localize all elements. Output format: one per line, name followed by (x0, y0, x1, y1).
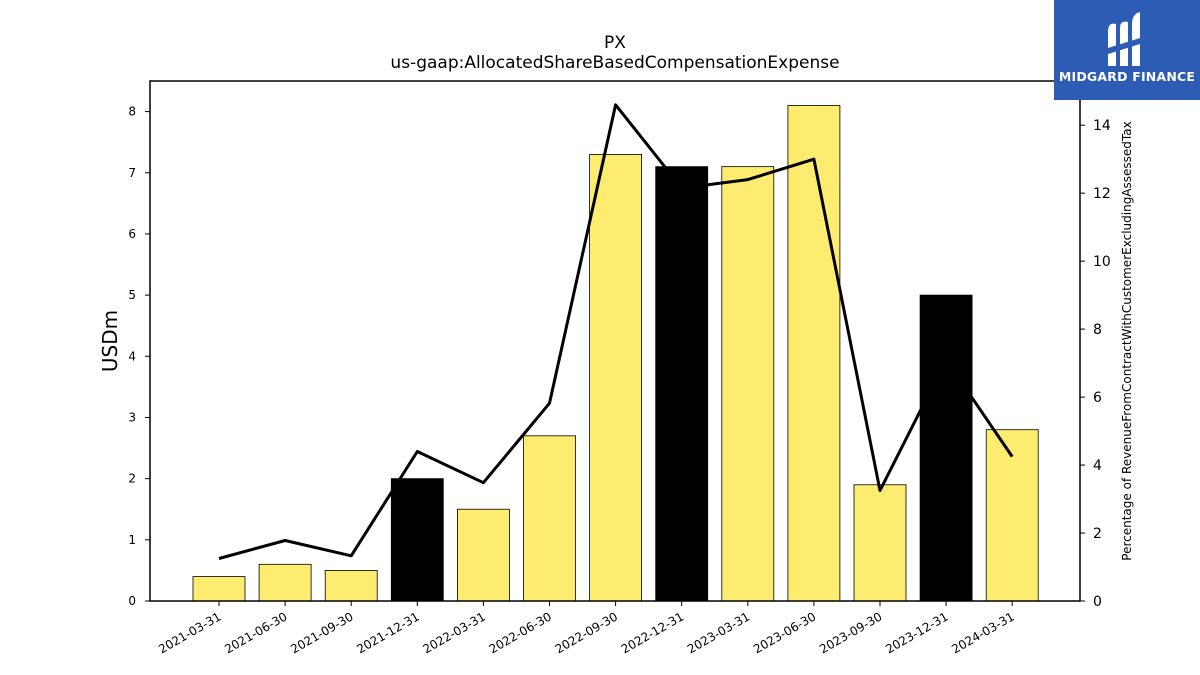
y-tick-label: 1 (128, 533, 136, 547)
x-tick-label: 2023-09-30 (817, 609, 884, 656)
bar-2021-12-31 (390, 478, 444, 602)
chart-subtitle: us-gaap:AllocatedShareBasedCompensationE… (390, 53, 839, 73)
x-tick-label: 2023-12-31 (883, 609, 950, 656)
bar-2022-09-30 (589, 154, 642, 602)
bar-2023-06-30 (787, 105, 841, 602)
bar-2023-03-31 (721, 166, 775, 602)
y-tick-label: 8 (128, 105, 136, 119)
percentage-line (218, 103, 1014, 560)
x-tick-label: 2024-03-31 (949, 609, 1016, 656)
y2-tick-label: 6 (1093, 390, 1102, 406)
y2-axis-label: Percentage of RevenueFromContractWithCus… (1120, 121, 1134, 560)
line-layer (218, 103, 1014, 560)
x-tick-label: 2021-06-30 (222, 609, 289, 656)
x-tick-label: 2022-12-31 (619, 609, 686, 656)
y-tick-label: 3 (128, 410, 136, 424)
x-tick-label: 2022-09-30 (553, 609, 620, 656)
logo-text: MIDGARD FINANCE (1058, 69, 1196, 84)
y-tick-label: 7 (128, 166, 136, 180)
bar-2022-03-31 (456, 508, 510, 602)
x-tick-label: 2022-06-30 (487, 609, 554, 656)
x-tick-label: 2022-03-31 (420, 609, 487, 656)
bar-2021-03-31 (192, 576, 246, 602)
x-tick-label: 2023-03-31 (685, 609, 752, 656)
bar-2022-06-30 (523, 435, 576, 602)
y-tick-label: 2 (128, 472, 136, 486)
bar-2024-03-31 (985, 429, 1039, 602)
x-tick-label: 2023-06-30 (751, 609, 818, 656)
bar-2021-06-30 (258, 563, 312, 602)
y2-tick-label: 2 (1093, 526, 1102, 542)
y-tick-label: 4 (128, 349, 136, 363)
bar-2023-12-31 (919, 294, 973, 602)
midgard-logo-icon (1108, 12, 1140, 67)
bar-2023-09-30 (853, 484, 907, 602)
x-tick-label: 2021-03-31 (156, 609, 223, 656)
y2-tick-label: 10 (1093, 254, 1111, 270)
y2-tick-label: 4 (1093, 458, 1102, 474)
y2-tick-label: 14 (1093, 118, 1111, 134)
y-tick-label: 6 (128, 227, 136, 241)
y2-tick-label: 0 (1093, 594, 1102, 610)
midgard-finance-logo: MIDGARD FINANCE (1054, 0, 1200, 100)
y-axis-label: USDm (98, 310, 122, 372)
y2-tick-label: 12 (1093, 186, 1111, 202)
chart-title: PX (604, 33, 626, 53)
x-tick-label: 2021-12-31 (354, 609, 421, 656)
x-tick-label: 2021-09-30 (288, 609, 355, 656)
plot-frame (149, 80, 1081, 602)
y-tick-label: 5 (128, 288, 136, 302)
y2-tick-label: 8 (1093, 322, 1102, 338)
bar-2022-12-31 (655, 166, 709, 602)
bar-2021-09-30 (324, 570, 378, 602)
bars-layer (192, 105, 1039, 602)
y-tick-label: 0 (128, 594, 136, 608)
